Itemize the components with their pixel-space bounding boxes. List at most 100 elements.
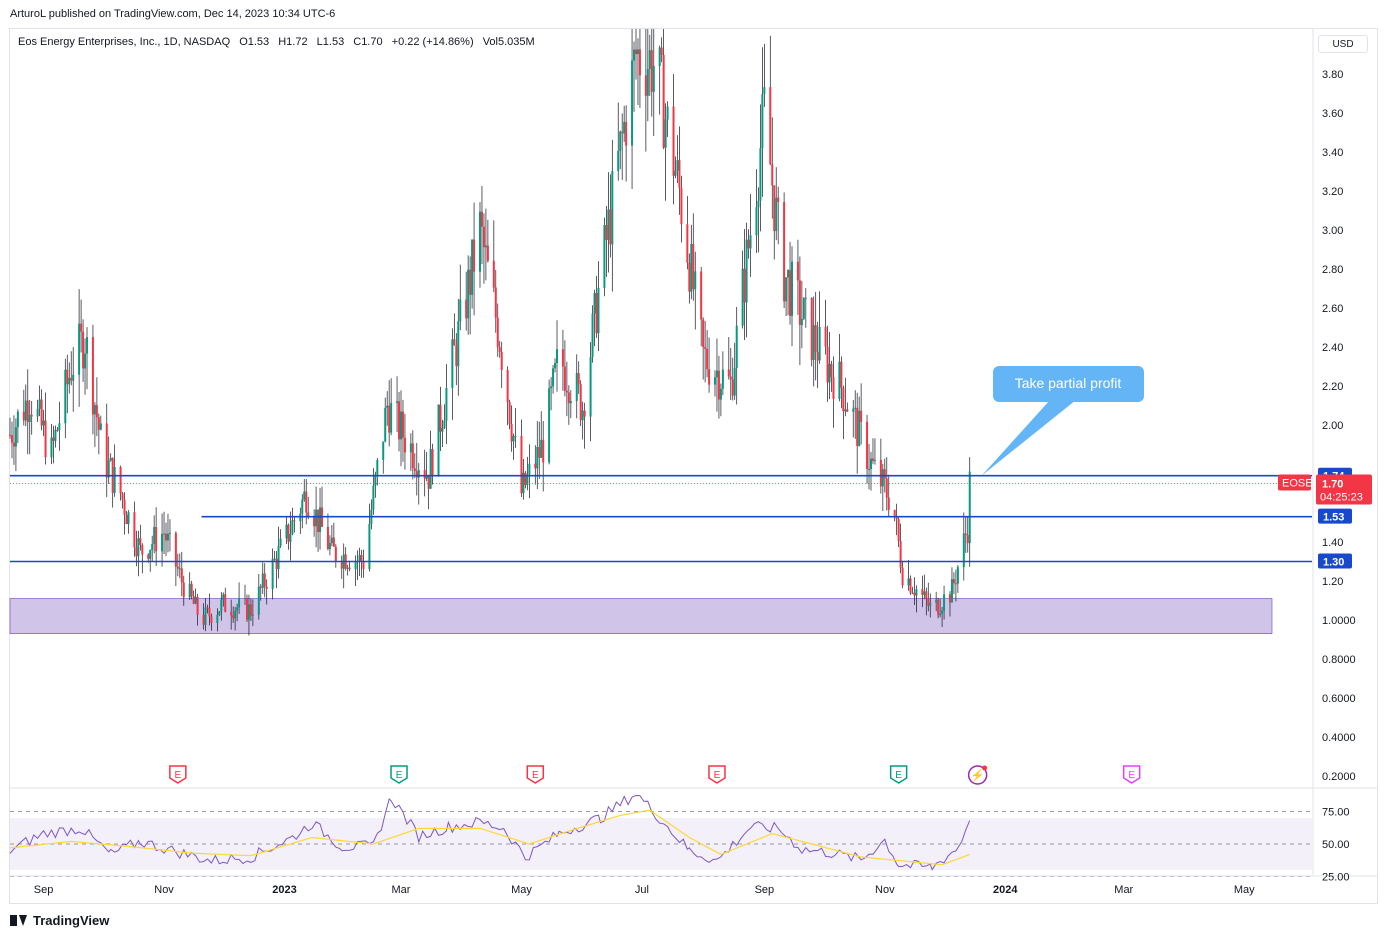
candle-body xyxy=(133,512,136,548)
candle-body xyxy=(771,164,774,186)
candle-body xyxy=(153,526,156,544)
footer-brand[interactable]: TradingView xyxy=(10,913,109,928)
rsi-ma-line xyxy=(9,809,970,866)
candle-body xyxy=(368,523,371,569)
candle-body xyxy=(563,366,566,391)
candle-body xyxy=(455,345,458,367)
candle-body xyxy=(317,509,320,533)
candle-body xyxy=(388,405,391,433)
candle-body xyxy=(814,325,817,353)
notification-dot xyxy=(982,765,988,771)
ohlc-close: C1.70 xyxy=(353,36,383,48)
candle-body xyxy=(9,434,11,436)
price-badge xyxy=(1316,474,1372,505)
earnings-icon-label: E xyxy=(175,770,182,781)
candle-body xyxy=(688,262,691,292)
candle-body xyxy=(155,526,158,552)
candle-body xyxy=(492,260,495,288)
candle-body xyxy=(927,598,930,606)
candle-body xyxy=(147,554,150,559)
chart-frame xyxy=(9,28,1378,904)
candle-body xyxy=(99,423,102,430)
y-tick-label: 0.4000 xyxy=(1322,732,1356,744)
candle-body xyxy=(735,325,738,369)
candle-body xyxy=(536,447,539,469)
candle-body xyxy=(30,414,33,417)
candle-body xyxy=(708,369,711,385)
candle-body xyxy=(54,429,57,441)
x-tick-label: May xyxy=(1234,884,1255,896)
ohlc-low: L1.53 xyxy=(316,36,345,48)
candle-body xyxy=(895,517,898,520)
candle-body xyxy=(498,347,501,353)
candle-body xyxy=(635,49,637,55)
candle-body xyxy=(911,592,914,594)
candle-body xyxy=(82,331,85,369)
candle-body xyxy=(915,589,918,596)
y-tick-label: 3.40 xyxy=(1322,147,1343,159)
candle-body xyxy=(396,401,399,403)
candle-body xyxy=(494,287,497,318)
y-tick-label: 2.00 xyxy=(1322,420,1343,432)
candle-body xyxy=(595,292,598,334)
candle-body xyxy=(265,586,268,589)
currency-button[interactable]: USD xyxy=(1318,35,1368,53)
candle-body xyxy=(755,207,758,236)
candle-body xyxy=(376,459,379,475)
y-tick-label: 1.20 xyxy=(1322,576,1343,588)
candle-body xyxy=(301,499,304,514)
candle-body xyxy=(220,599,223,612)
level-badge-label: 1.53 xyxy=(1323,512,1344,524)
candle-body xyxy=(259,586,262,588)
candle-body xyxy=(192,595,195,604)
y-tick-label: 3.80 xyxy=(1322,69,1343,81)
candle-body xyxy=(372,485,375,510)
candle-body xyxy=(24,400,27,421)
candle-body xyxy=(828,363,831,383)
dividend-icon-glyph: ⚡ xyxy=(971,769,985,782)
candle-body xyxy=(176,566,179,569)
callout-box xyxy=(993,366,1144,402)
candle-body xyxy=(879,459,882,487)
candle-body xyxy=(597,287,600,334)
candle-body xyxy=(611,171,614,245)
candle-body xyxy=(731,379,734,396)
candle-body xyxy=(694,271,697,290)
candle-body xyxy=(623,121,626,134)
candle-body xyxy=(769,87,772,165)
candle-body xyxy=(500,352,503,370)
candle-body xyxy=(662,54,665,148)
candle-body xyxy=(459,299,462,322)
candle-body xyxy=(741,268,744,326)
candle-body xyxy=(293,520,296,522)
candle-body xyxy=(840,361,843,388)
candle-body xyxy=(514,435,517,437)
callout-pointer xyxy=(981,400,1076,476)
candle-body xyxy=(583,410,586,417)
candle-body xyxy=(966,535,969,544)
candle-body xyxy=(909,578,912,593)
candle-body xyxy=(330,537,333,544)
candle-body xyxy=(871,458,874,461)
candle-body xyxy=(84,353,87,369)
candle-body xyxy=(141,544,144,555)
candle-body xyxy=(952,579,955,584)
candle-body xyxy=(925,591,928,599)
candle-body xyxy=(818,326,821,361)
last-price-label: 1.70 xyxy=(1322,479,1343,491)
candle-body xyxy=(411,443,414,469)
candle-body xyxy=(747,239,750,249)
candle-body xyxy=(243,597,246,599)
candle-body xyxy=(785,277,788,302)
candle-body xyxy=(700,271,703,320)
candle-body xyxy=(690,243,693,292)
candle-body xyxy=(232,615,235,619)
candle-body xyxy=(80,323,83,332)
candle-body xyxy=(672,106,675,176)
x-tick-label: Mar xyxy=(1114,884,1133,896)
x-tick-label: Jul xyxy=(635,884,649,896)
countdown-label: 04:25:23 xyxy=(1320,492,1363,504)
candle-body xyxy=(332,537,335,547)
volume-value: Vol5.035M xyxy=(482,36,535,48)
